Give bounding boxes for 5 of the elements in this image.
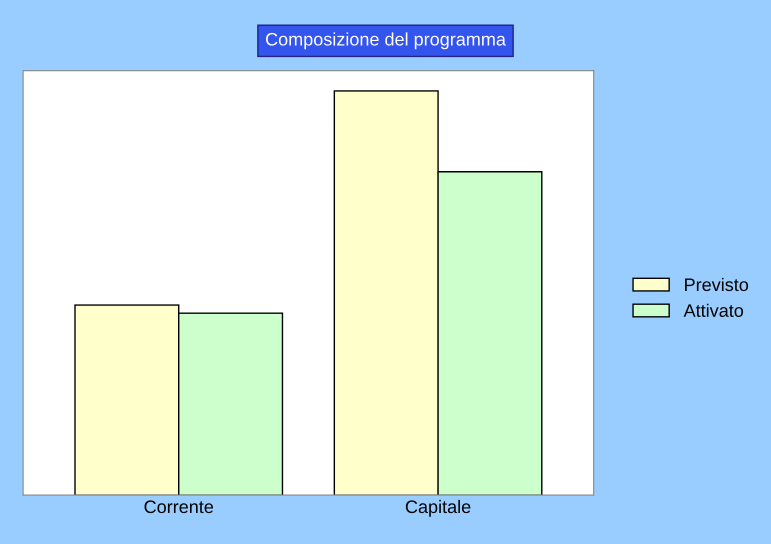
x-tick-label: Capitale bbox=[406, 500, 470, 517]
x-tick-label: Corrente bbox=[144, 500, 214, 514]
chart-title: Composizione del programma bbox=[266, 32, 506, 50]
legend-label: Attivato bbox=[684, 304, 744, 317]
legend-label: Previsto bbox=[685, 278, 748, 292]
